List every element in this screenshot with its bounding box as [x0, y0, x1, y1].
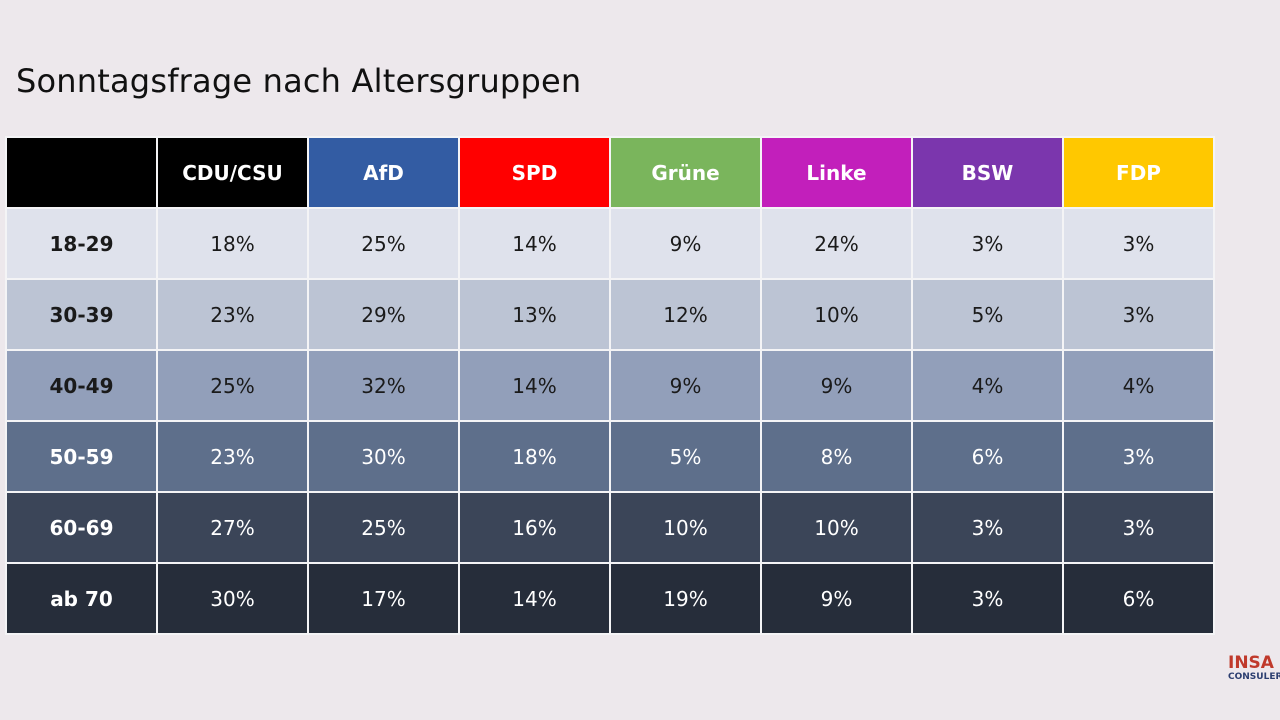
- table-row: ab 70 30% 17% 14% 19% 9% 3% 6%: [5, 562, 1215, 635]
- table-cell: 14%: [458, 349, 611, 422]
- table-cell: 16%: [458, 491, 611, 564]
- table: CDU/CSU AfD SPD Grüne Linke BSW FDP 18-29 18% 25%…: [5, 136, 1215, 635]
- column-header: BSW: [911, 136, 1064, 209]
- table-cell: 23%: [156, 278, 309, 351]
- table-cell: 23%: [156, 420, 309, 493]
- table-cell: 10%: [760, 278, 913, 351]
- table-row: 30-39 23% 29% 13% 12% 10% 5% 3%: [5, 278, 1215, 351]
- table-cell: 3%: [1062, 420, 1215, 493]
- column-header: CDU/CSU: [156, 136, 309, 209]
- table-cell: 14%: [458, 207, 611, 280]
- table-cell: 13%: [458, 278, 611, 351]
- logo: INSA CONSULERE: [1228, 654, 1280, 684]
- table-cell: 6%: [1062, 562, 1215, 635]
- table-cell: 9%: [609, 349, 762, 422]
- table-cell: 27%: [156, 491, 309, 564]
- row-label: 60-69: [5, 491, 158, 564]
- table-cell: 6%: [911, 420, 1064, 493]
- table-cell: 25%: [307, 207, 460, 280]
- table-cell: 10%: [609, 491, 762, 564]
- table-cell: 32%: [307, 349, 460, 422]
- table-row: 40-49 25% 32% 14% 9% 9% 4% 4%: [5, 349, 1215, 422]
- table-cell: 5%: [609, 420, 762, 493]
- row-label: 40-49: [5, 349, 158, 422]
- table-cell: 3%: [911, 207, 1064, 280]
- table-cell: 9%: [609, 207, 762, 280]
- table-cell: 24%: [760, 207, 913, 280]
- corner-cell: [5, 136, 158, 209]
- table-cell: 18%: [458, 420, 611, 493]
- column-header: FDP: [1062, 136, 1215, 209]
- table-cell: 17%: [307, 562, 460, 635]
- column-header: AfD: [307, 136, 460, 209]
- table-cell: 30%: [156, 562, 309, 635]
- table-cell: 18%: [156, 207, 309, 280]
- table-cell: 9%: [760, 562, 913, 635]
- table-cell: 25%: [307, 491, 460, 564]
- table-cell: 3%: [911, 562, 1064, 635]
- table-cell: 3%: [1062, 491, 1215, 564]
- table-cell: 10%: [760, 491, 913, 564]
- column-header: Linke: [760, 136, 913, 209]
- row-label: 18-29: [5, 207, 158, 280]
- table-cell: 3%: [1062, 207, 1215, 280]
- table-cell: 8%: [760, 420, 913, 493]
- table-cell: 30%: [307, 420, 460, 493]
- table-cell: 19%: [609, 562, 762, 635]
- table-cell: 4%: [911, 349, 1064, 422]
- logo-subtitle: CONSULERE: [1228, 672, 1280, 682]
- table-cell: 4%: [1062, 349, 1215, 422]
- table-row: 50-59 23% 30% 18% 5% 8% 6% 3%: [5, 420, 1215, 493]
- table-cell: 3%: [1062, 278, 1215, 351]
- row-label: 50-59: [5, 420, 158, 493]
- table-row: 60-69 27% 25% 16% 10% 10% 3% 3%: [5, 491, 1215, 564]
- table-cell: 29%: [307, 278, 460, 351]
- table-cell: 25%: [156, 349, 309, 422]
- row-label: ab 70: [5, 562, 158, 635]
- table-cell: 5%: [911, 278, 1064, 351]
- logo-name: INSA: [1228, 654, 1274, 673]
- row-label: 30-39: [5, 278, 158, 351]
- table-cell: 12%: [609, 278, 762, 351]
- title: Sonntagsfrage nach Altersgruppen: [16, 62, 582, 100]
- header-row: CDU/CSU AfD SPD Grüne Linke BSW FDP: [5, 136, 1215, 209]
- column-header: SPD: [458, 136, 611, 209]
- table-cell: 9%: [760, 349, 913, 422]
- table-cell: 3%: [911, 491, 1064, 564]
- column-header: Grüne: [609, 136, 762, 209]
- table-row: 18-29 18% 25% 14% 9% 24% 3% 3%: [5, 207, 1215, 280]
- table-cell: 14%: [458, 562, 611, 635]
